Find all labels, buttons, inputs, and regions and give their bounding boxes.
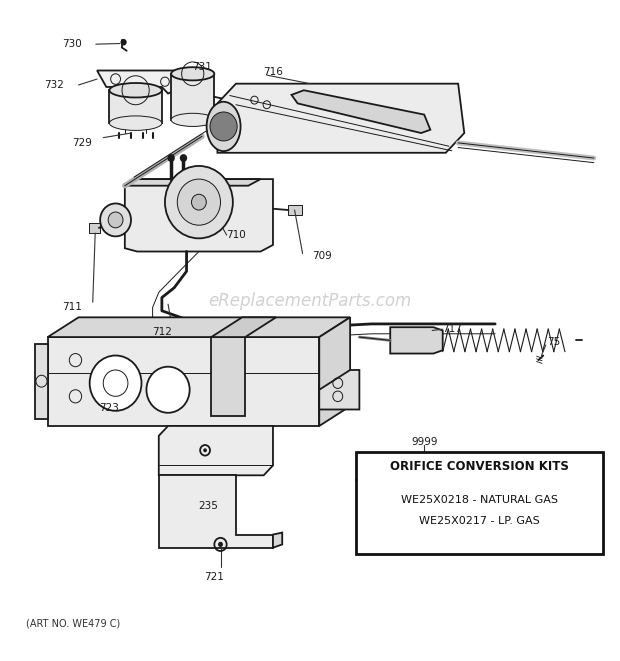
Polygon shape [159, 475, 273, 548]
Ellipse shape [171, 67, 215, 81]
Text: 75: 75 [547, 337, 560, 347]
Polygon shape [125, 179, 273, 252]
Polygon shape [125, 179, 260, 186]
Circle shape [177, 179, 221, 225]
Circle shape [90, 356, 141, 410]
Ellipse shape [109, 83, 162, 97]
Circle shape [210, 112, 237, 141]
Text: 721: 721 [205, 572, 224, 582]
Polygon shape [171, 74, 215, 120]
Polygon shape [273, 533, 282, 548]
Text: 729: 729 [72, 138, 92, 148]
Polygon shape [159, 426, 273, 475]
Text: 235: 235 [198, 501, 218, 511]
Ellipse shape [171, 113, 215, 126]
Text: 731: 731 [192, 62, 212, 72]
FancyBboxPatch shape [356, 452, 603, 555]
Polygon shape [319, 370, 360, 409]
Circle shape [167, 154, 175, 162]
Circle shape [165, 166, 233, 239]
Circle shape [192, 194, 206, 210]
Polygon shape [218, 84, 464, 153]
Text: eReplacementParts.com: eReplacementParts.com [208, 292, 412, 310]
FancyBboxPatch shape [89, 223, 100, 233]
Circle shape [146, 367, 190, 412]
Circle shape [108, 212, 123, 228]
Text: 711: 711 [63, 303, 82, 313]
Text: 710: 710 [226, 230, 246, 240]
Polygon shape [211, 337, 245, 416]
Polygon shape [35, 344, 48, 419]
Text: WE25X0217 - LP. GAS: WE25X0217 - LP. GAS [419, 516, 540, 526]
FancyBboxPatch shape [288, 205, 302, 215]
Circle shape [120, 39, 126, 46]
Circle shape [218, 542, 223, 547]
Circle shape [100, 204, 131, 237]
Text: 730: 730 [63, 39, 82, 49]
Text: 717: 717 [442, 323, 462, 334]
Ellipse shape [109, 116, 162, 130]
Text: 716: 716 [263, 67, 283, 77]
Text: WE25X0218 - NATURAL GAS: WE25X0218 - NATURAL GAS [401, 494, 558, 504]
Text: 723: 723 [99, 403, 119, 412]
Text: (ART NO. WE479 C): (ART NO. WE479 C) [26, 619, 120, 629]
Polygon shape [211, 317, 276, 337]
Circle shape [203, 448, 207, 452]
Ellipse shape [206, 102, 241, 151]
Polygon shape [109, 91, 162, 123]
Polygon shape [319, 317, 350, 426]
Circle shape [180, 154, 187, 162]
Text: 9999: 9999 [411, 438, 438, 447]
Polygon shape [390, 327, 443, 354]
Polygon shape [97, 71, 190, 94]
Polygon shape [48, 337, 319, 426]
Polygon shape [291, 91, 430, 133]
Text: ORIFICE CONVERSION KITS: ORIFICE CONVERSION KITS [391, 460, 569, 473]
Text: 712: 712 [152, 327, 172, 337]
Polygon shape [48, 317, 350, 337]
Text: 709: 709 [312, 251, 332, 261]
Text: 732: 732 [44, 80, 64, 90]
